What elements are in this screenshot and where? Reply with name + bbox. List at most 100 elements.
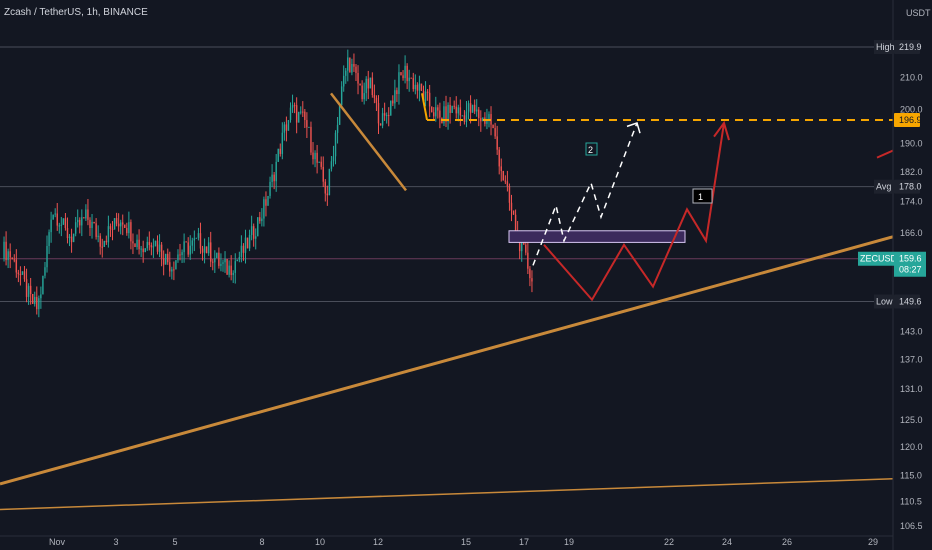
candle-body <box>189 245 191 255</box>
candle-body <box>281 132 284 154</box>
y-tick-label: 110.5 <box>900 497 922 507</box>
candle-body <box>443 106 445 124</box>
symbol-label-bg <box>858 251 894 266</box>
candle-body <box>136 239 138 248</box>
candle-body <box>297 111 300 123</box>
candle-body <box>437 107 439 111</box>
candle-body <box>404 65 406 79</box>
candle-body <box>506 181 509 187</box>
scenario-2-text: 2 <box>588 145 593 155</box>
scenario-1-label: 1 <box>692 188 713 204</box>
candle-body <box>385 115 388 117</box>
candle-body <box>242 245 245 253</box>
support-trendline <box>0 235 894 486</box>
low-tag-bg <box>894 294 920 309</box>
candle-body <box>95 223 97 237</box>
candle-body <box>510 202 513 211</box>
chart-title: Zcash / TetherUS, 1h, BINANCE <box>4 7 148 18</box>
candle-body <box>531 278 533 282</box>
candle-body <box>416 84 419 91</box>
candle-body <box>144 248 146 253</box>
candle-body <box>287 120 290 131</box>
candle-body <box>406 65 408 82</box>
candle-body <box>310 126 312 153</box>
candle-body <box>527 252 529 269</box>
candle-body <box>486 119 488 124</box>
y-tick-label: 182.0 <box>900 167 923 177</box>
x-tick-label: 12 <box>373 537 383 547</box>
candle-body <box>138 239 140 250</box>
candle-body <box>293 105 296 107</box>
x-tick-label: Nov <box>49 537 66 547</box>
candle-body <box>465 111 468 122</box>
candle-body <box>42 275 44 295</box>
candle-body <box>351 64 353 73</box>
candle-body <box>50 219 52 233</box>
candle-body <box>373 95 376 98</box>
candle-body <box>426 91 429 93</box>
candle-body <box>316 152 318 163</box>
candle-body <box>164 253 167 265</box>
y-tick-label: 210.0 <box>900 72 923 82</box>
candle-body <box>218 252 220 266</box>
candle-body <box>390 100 392 116</box>
candle-body <box>459 107 462 116</box>
x-tick-label: 15 <box>461 537 471 547</box>
candle-body <box>490 114 492 125</box>
candle-body <box>54 213 56 215</box>
candle-body <box>396 90 398 94</box>
candle-body <box>212 261 214 263</box>
x-tick-label: 8 <box>259 537 264 547</box>
y-tick-label: 137.0 <box>900 355 923 365</box>
candle-body <box>130 222 132 242</box>
candle-body <box>187 242 189 255</box>
candle-body <box>334 132 337 157</box>
candle-body <box>255 236 257 239</box>
candle-body <box>320 161 322 167</box>
candle-body <box>87 209 89 220</box>
candle-body <box>529 268 531 279</box>
candle-body <box>124 224 126 228</box>
candle-body <box>40 294 42 299</box>
candle-body <box>216 252 218 259</box>
candle-body <box>134 243 136 248</box>
candle-body <box>355 66 357 74</box>
candle-body <box>469 103 472 113</box>
candle-body <box>375 97 378 103</box>
candle-body <box>62 218 65 225</box>
symbol-label: ZECUSDT <box>860 254 903 264</box>
candle-body <box>113 218 116 230</box>
scenario-2-arrowhead <box>626 122 641 134</box>
candle-body <box>228 265 230 275</box>
candle-body <box>324 181 327 194</box>
candle-body <box>85 209 87 219</box>
candle-body <box>504 180 507 182</box>
y-tick-label: 166.0 <box>900 228 923 238</box>
candle-body <box>289 107 292 121</box>
candle-body <box>369 77 372 89</box>
candle-body <box>38 298 40 310</box>
candle-body <box>340 86 343 106</box>
candle-body <box>328 168 331 196</box>
candle-body <box>195 237 198 239</box>
candle-body <box>167 253 169 263</box>
candle-body <box>181 252 183 256</box>
candle-body <box>410 77 412 79</box>
candle-body <box>261 218 263 222</box>
candle-body <box>381 113 384 126</box>
candle-body <box>342 75 345 87</box>
candle-body <box>512 210 515 215</box>
candle-body <box>271 174 273 182</box>
candle-body <box>267 195 269 206</box>
y-tick-label: 190.0 <box>900 139 923 149</box>
candle-body <box>52 214 54 220</box>
candle-body <box>162 258 165 265</box>
x-tick-label: 17 <box>519 537 529 547</box>
y-tick-label: 106.5 <box>900 521 923 531</box>
candle-body <box>232 272 234 276</box>
countdown-text: 08:27 <box>899 265 922 275</box>
avg-label-bg <box>874 179 894 194</box>
candle-body <box>291 105 294 108</box>
candle-body <box>201 248 204 253</box>
